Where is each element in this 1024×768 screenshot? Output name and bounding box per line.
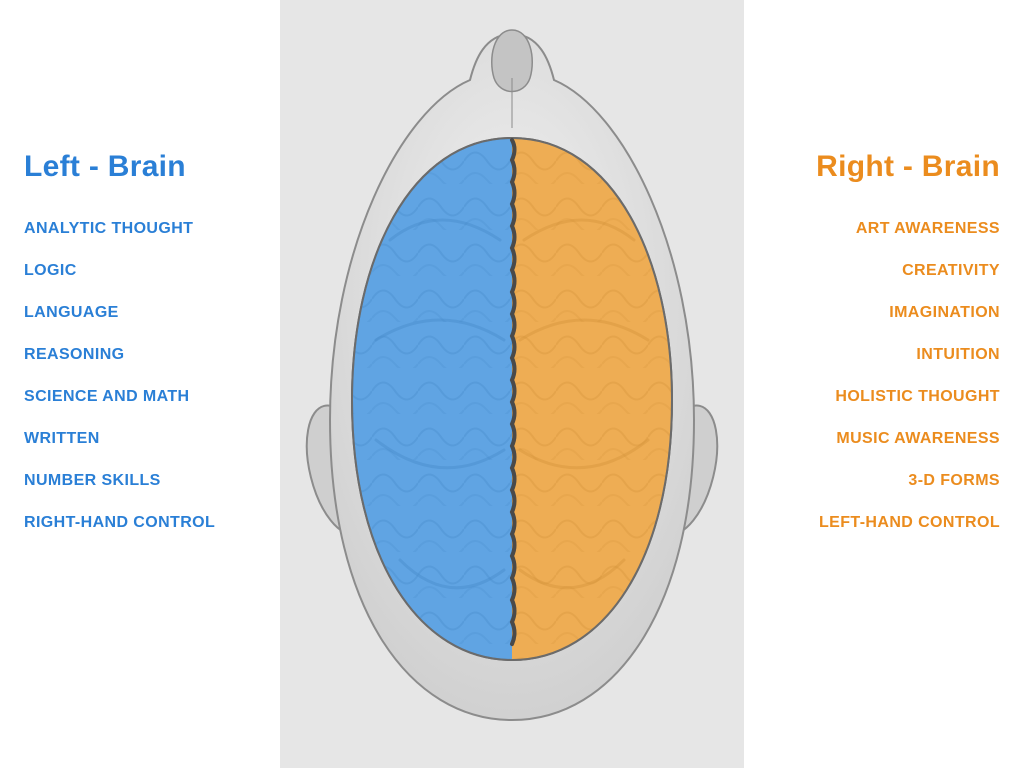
right-item: Creativity <box>768 262 1000 280</box>
left-column: Left - Brain Analytic thought Logic Langua… <box>0 0 280 768</box>
infographic-root: Left - Brain Analytic thought Logic Langua… <box>0 0 1024 768</box>
left-group: Left - Brain Analytic thought Logic Langua… <box>24 150 256 556</box>
right-item: Left-hand control <box>768 514 1000 532</box>
brain-illustration <box>280 0 744 768</box>
left-item: Analytic thought <box>24 220 256 238</box>
right-group: Right - Brain Art awareness Creativity Ima… <box>768 150 1000 556</box>
right-column: Right - Brain Art awareness Creativity Ima… <box>744 0 1024 768</box>
left-list: Analytic thought Logic Language Reasoning Sc… <box>24 220 256 532</box>
left-title: Left - Brain <box>24 150 256 184</box>
left-item: Language <box>24 304 256 322</box>
left-item: Right-hand control <box>24 514 256 532</box>
right-list: Art awareness Creativity Imagination Intuit… <box>768 220 1000 532</box>
left-item: Science and math <box>24 388 256 406</box>
right-item: 3-D forms <box>768 472 1000 490</box>
right-item: Imagination <box>768 304 1000 322</box>
left-item: Number skills <box>24 472 256 490</box>
right-item: Art awareness <box>768 220 1000 238</box>
right-item: Holistic thought <box>768 388 1000 406</box>
left-item: Written <box>24 430 256 448</box>
left-item: Reasoning <box>24 346 256 364</box>
right-item: Music awareness <box>768 430 1000 448</box>
right-item: Intuition <box>768 346 1000 364</box>
left-item: Logic <box>24 262 256 280</box>
right-title: Right - Brain <box>768 150 1000 184</box>
